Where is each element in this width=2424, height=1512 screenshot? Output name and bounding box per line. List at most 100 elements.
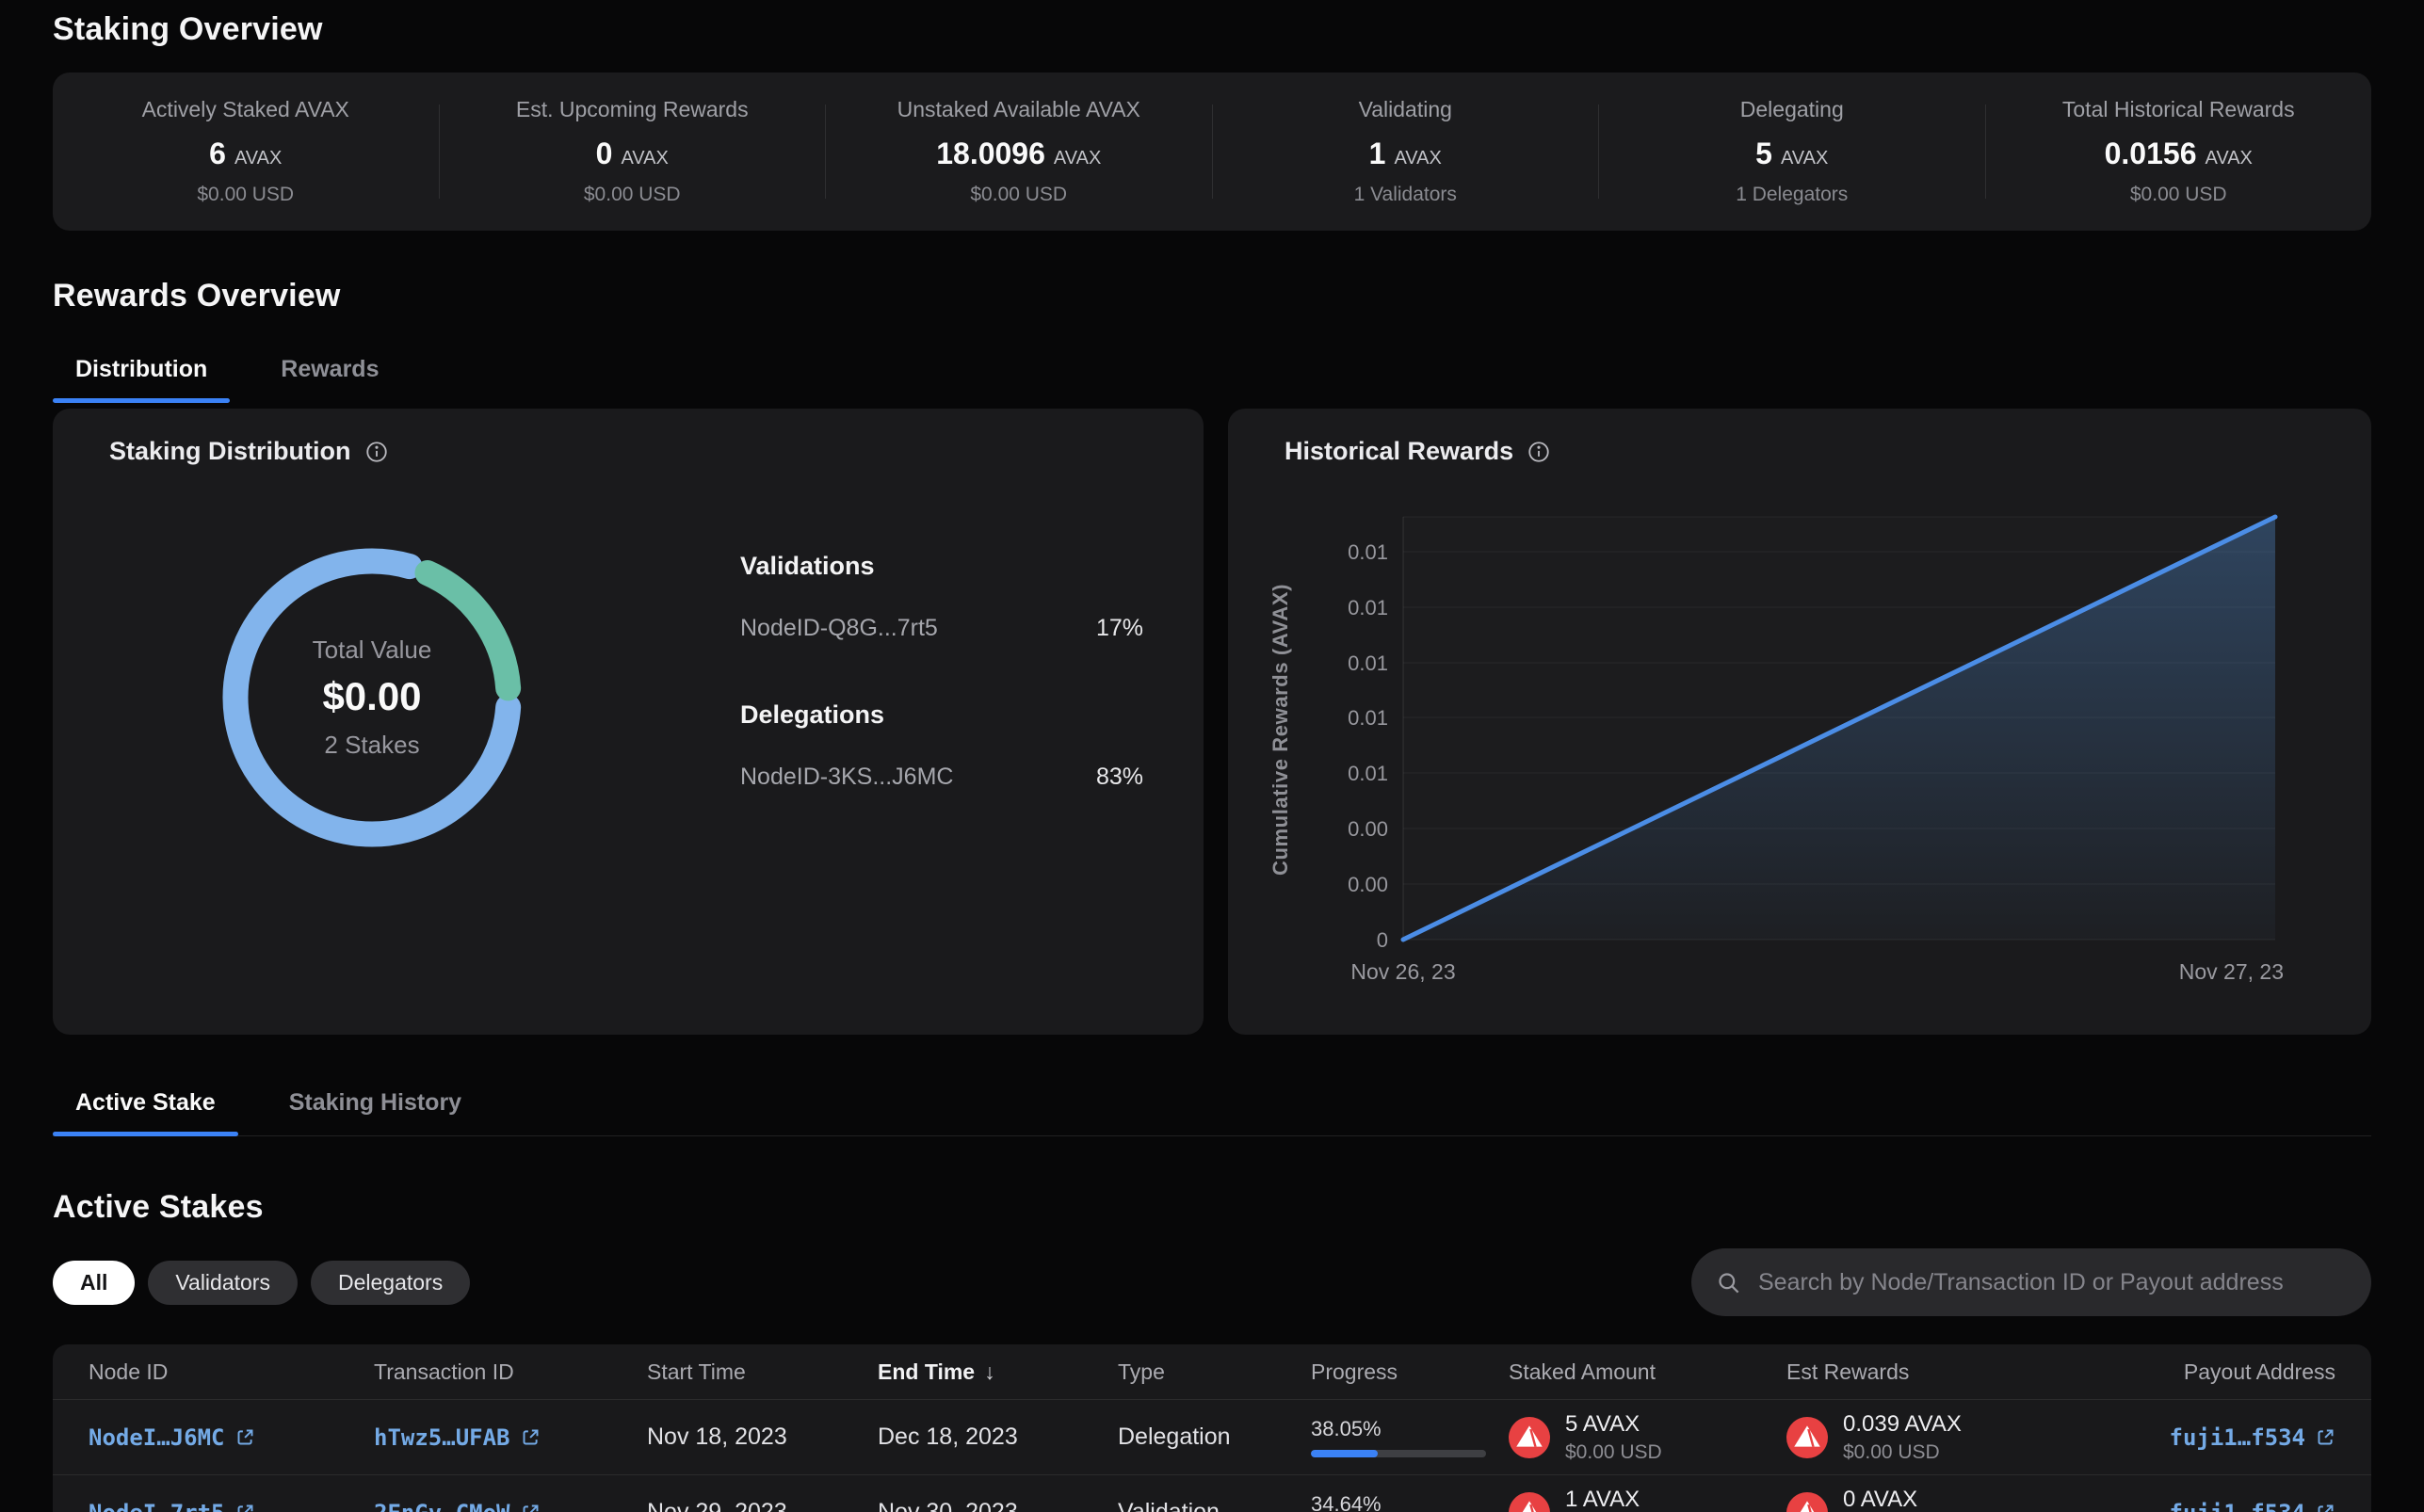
th-type[interactable]: Type (1118, 1359, 1165, 1384)
tab-rewards[interactable]: Rewards (281, 356, 380, 382)
th-node-id[interactable]: Node ID (89, 1359, 169, 1384)
th-transaction-id[interactable]: Transaction ID (374, 1359, 514, 1384)
staked-amount-cell: 5 AVAX $0.00 USD (1509, 1411, 1786, 1464)
stat-upcoming-rewards: Est. Upcoming Rewards 0 AVAX $0.00 USD (440, 97, 826, 206)
table-row: NodeI…J6MC hTwz5…UFAB Nov 18, 2023 Dec 1… (53, 1399, 2371, 1474)
validations-heading: Validations (740, 552, 875, 580)
y-tick: 0 (1377, 928, 1388, 952)
historical-rewards-card: Historical Rewards Cumulative Rewards (A… (1228, 409, 2371, 1035)
node-id-link[interactable]: NodeI…J6MC (89, 1424, 255, 1451)
y-tick: 0.01 (1348, 651, 1388, 675)
staking-distribution-title: Staking Distribution (109, 437, 351, 465)
stat-delegating: Delegating 5 AVAX 1 Delegators (1599, 97, 1985, 206)
y-tick: 0.01 (1348, 596, 1388, 619)
stat-validating: Validating 1 AVAX 1 Validators (1213, 97, 1599, 206)
stat-sub: $0.00 USD (2129, 184, 2227, 205)
distribution-legend: Validations NodeID-Q8G...7rt5 17% Delega… (740, 552, 1143, 791)
chart-line (1400, 514, 2278, 942)
table-header: Node ID Transaction ID Start Time End Ti… (53, 1344, 2371, 1399)
divider (1211, 105, 1213, 199)
start-time: Nov 18, 2023 (647, 1424, 787, 1450)
th-start-time[interactable]: Start Time (647, 1359, 746, 1384)
stat-value: 1 (1368, 137, 1386, 170)
payout-address-link[interactable]: fuji1…f534 (2069, 1500, 2335, 1512)
tx-id-link[interactable]: hTwz5…UFAB (374, 1424, 541, 1451)
stat-value: 0 (595, 137, 613, 170)
divider (438, 105, 440, 199)
stat-value: 0.0156 (2104, 137, 2197, 170)
th-staked-amount[interactable]: Staked Amount (1509, 1359, 1656, 1384)
stat-label: Unstaked Available AVAX (897, 97, 1140, 121)
donut-segment-delegation (222, 548, 522, 847)
validation-row: NodeID-Q8G...7rt5 17% (740, 615, 1143, 642)
tab-active-stake[interactable]: Active Stake (53, 1089, 238, 1136)
th-payout-address[interactable]: Payout Address (2183, 1359, 2335, 1384)
avax-logo-icon (1509, 1416, 1550, 1458)
stat-sub: $0.00 USD (583, 184, 681, 205)
external-link-icon (235, 1427, 255, 1447)
staking-overview-stats-card: Actively Staked AVAX 6 AVAX $0.00 USD Est… (53, 72, 2371, 231)
stat-sub: 1 Delegators (1736, 184, 1849, 205)
stat-total-historical-rewards: Total Historical Rewards 0.0156 AVAX $0.0… (1986, 97, 2372, 206)
th-end-time[interactable]: End Time ↓ (878, 1359, 995, 1384)
stake-tabs: Active Stake Staking History (53, 1089, 2371, 1136)
th-progress[interactable]: Progress (1311, 1359, 1398, 1384)
search-bar[interactable] (1691, 1248, 2371, 1316)
filter-pill-all[interactable]: All (53, 1260, 136, 1305)
info-icon[interactable] (364, 440, 389, 464)
th-est-rewards[interactable]: Est Rewards (1786, 1359, 1910, 1384)
table-row: NodeI…7rt5 2EnGv…CMoW Nov 29, 2023 Nov 3… (53, 1474, 2371, 1512)
tab-staking-history[interactable]: Staking History (288, 1089, 462, 1116)
stat-label: Validating (1358, 97, 1452, 121)
stat-value: 6 (209, 137, 226, 170)
divider (825, 105, 826, 199)
stat-value: 18.0096 (936, 137, 1045, 170)
progress-bar (1311, 1450, 1486, 1457)
y-tick: 0.00 (1348, 817, 1388, 841)
stat-unit: AVAX (1394, 148, 1442, 169)
tab-distribution[interactable]: Distribution (53, 356, 231, 403)
search-icon (1719, 1272, 1739, 1293)
divider (1984, 105, 1986, 199)
filter-pill-delegators[interactable]: Delegators (310, 1260, 471, 1305)
progress-fill (1311, 1450, 1378, 1457)
stat-unstaked-available: Unstaked Available AVAX 18.0096 AVAX $0.0… (826, 97, 1212, 206)
avax-logo-icon (1786, 1416, 1828, 1458)
divider (1598, 105, 1599, 199)
filter-pills: All Validators Delegators (53, 1260, 471, 1305)
external-link-icon (521, 1503, 541, 1512)
filter-pill-validators[interactable]: Validators (148, 1260, 298, 1305)
est-rewards-usd: $0.00 USD (1843, 1440, 1940, 1463)
stat-unit: AVAX (1053, 148, 1102, 169)
y-tick: 0.01 (1348, 762, 1388, 785)
stat-actively-staked: Actively Staked AVAX 6 AVAX $0.00 USD (53, 97, 439, 206)
tx-id-link[interactable]: 2EnGv…CMoW (374, 1500, 541, 1512)
est-rewards: 0 AVAX (1843, 1486, 1918, 1512)
stat-label: Est. Upcoming Rewards (515, 97, 749, 121)
stat-unit: AVAX (2205, 148, 2253, 169)
y-tick: 0.01 (1348, 706, 1388, 730)
est-rewards-cell: 0 AVAX$0.00 USD (1786, 1487, 2069, 1512)
node-id-link[interactable]: NodeI…7rt5 (89, 1500, 255, 1512)
staked-amount: 1 AVAX (1565, 1486, 1640, 1512)
external-link-icon (235, 1503, 255, 1512)
est-rewards: 0.039 AVAX (1843, 1410, 1962, 1437)
payout-address-link[interactable]: fuji1…f534 (2069, 1424, 2335, 1451)
stat-sub: $0.00 USD (970, 184, 1068, 205)
sort-desc-icon: ↓ (984, 1359, 995, 1384)
progress-cell: 34.64% (1311, 1492, 1509, 1512)
rewards-overview-title: Rewards Overview (53, 278, 341, 314)
delegation-percent: 83% (1095, 764, 1143, 790)
stat-unit: AVAX (1780, 148, 1829, 169)
donut-segment-validation (414, 560, 522, 701)
est-rewards-cell: 0.039 AVAX $0.00 USD (1786, 1411, 2069, 1464)
donut-center-sub: 2 Stakes (324, 731, 420, 759)
validation-node-id: NodeID-Q8G...7rt5 (740, 615, 938, 641)
x-tick-end: Nov 27, 23 (2179, 959, 2284, 984)
x-tick-start: Nov 26, 23 (1350, 959, 1455, 984)
info-icon[interactable] (1527, 440, 1551, 464)
delegation-node-id: NodeID-3KS...J6MC (740, 764, 954, 790)
page-title: Staking Overview (53, 11, 323, 47)
search-input[interactable] (1756, 1267, 2347, 1297)
